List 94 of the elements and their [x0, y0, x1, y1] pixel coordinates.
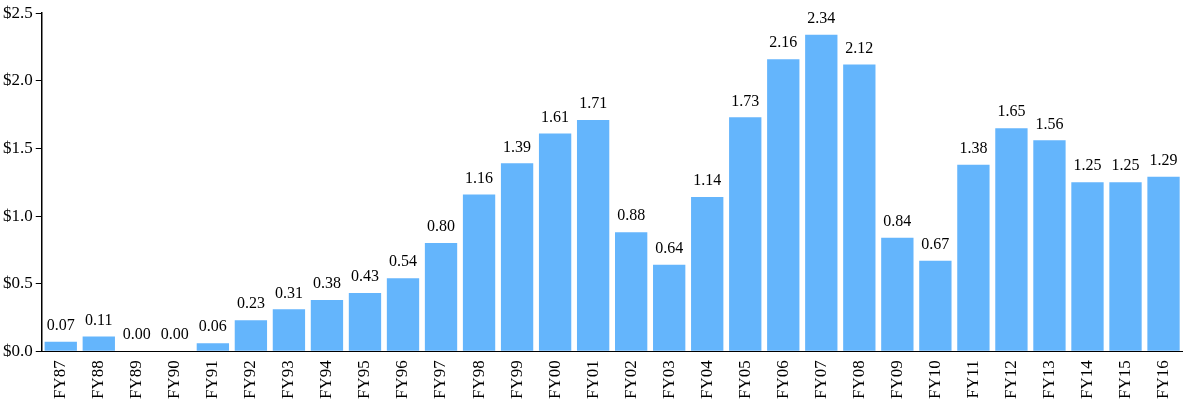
- bar: [386, 278, 420, 351]
- x-tick-label: FY06: [772, 360, 792, 399]
- x-tick-label: FY93: [278, 360, 298, 399]
- bar: [424, 243, 458, 351]
- data-label: 0.84: [883, 211, 912, 229]
- x-tick-label: FY04: [696, 359, 716, 399]
- data-label: 1.56: [1035, 114, 1064, 132]
- x-tick-label: FY16: [1153, 360, 1172, 399]
- data-label: 0.07: [46, 316, 75, 334]
- bar: [82, 336, 115, 351]
- y-tick-label: $2.5: [3, 2, 33, 22]
- bar: [767, 59, 800, 351]
- data-label: 1.39: [503, 137, 532, 155]
- bar: [348, 293, 382, 351]
- x-tick-label: FY15: [1114, 360, 1134, 399]
- data-label: 0.64: [655, 238, 684, 256]
- x-tick-label: FY12: [1000, 360, 1020, 399]
- bar: [919, 260, 952, 351]
- x-tick-label: FY11: [962, 360, 982, 399]
- data-label: 1.25: [1111, 156, 1140, 174]
- data-label: 1.14: [693, 171, 722, 189]
- y-tick-label: $1.5: [3, 137, 33, 157]
- data-label: 0.00: [122, 325, 151, 343]
- x-tick-label: FY09: [886, 360, 906, 399]
- x-tick-label: FY97: [430, 359, 450, 399]
- data-label: 0.88: [617, 206, 646, 224]
- bar: [615, 232, 648, 351]
- x-tick-label: FY03: [658, 360, 678, 399]
- x-tick-label: FY08: [848, 360, 868, 399]
- y-tick-label: $2.0: [3, 70, 33, 90]
- x-tick-label: FY13: [1038, 360, 1058, 399]
- x-tick-label: FY90: [164, 360, 184, 399]
- data-label: 0.80: [427, 217, 456, 235]
- x-tick-label: FY88: [88, 360, 108, 399]
- data-label: 0.23: [236, 294, 265, 312]
- bar: [44, 341, 77, 351]
- data-label: 0.06: [198, 317, 227, 335]
- x-tick-label: FY02: [620, 360, 640, 399]
- data-label: 1.25: [1073, 156, 1102, 174]
- data-label: 0.54: [389, 252, 417, 270]
- x-tick-label: FY92: [240, 360, 260, 399]
- bar: [881, 237, 914, 351]
- data-label: 0.00: [160, 325, 189, 343]
- data-label: 2.12: [845, 38, 874, 56]
- x-tick-label: FY01: [582, 360, 602, 399]
- x-tick-label: FY87: [50, 359, 70, 399]
- bar: [995, 128, 1028, 351]
- bar: [538, 133, 572, 351]
- x-tick-label: FY95: [354, 360, 374, 399]
- x-tick-label: FY91: [202, 360, 222, 399]
- bar: [1071, 182, 1104, 351]
- bar: [805, 34, 838, 351]
- data-label: 1.65: [997, 102, 1026, 120]
- bar: [691, 197, 724, 351]
- data-label: 0.31: [274, 283, 303, 301]
- bar: [462, 194, 496, 351]
- x-tick-label: FY98: [468, 360, 488, 399]
- x-tick-label: FY00: [544, 360, 564, 399]
- bar: [1147, 176, 1180, 351]
- x-tick-label: FY05: [734, 360, 754, 399]
- bar: [196, 343, 230, 351]
- data-label: 0.67: [921, 234, 950, 252]
- bar: [653, 264, 686, 351]
- data-label: 1.61: [541, 107, 570, 125]
- y-tick-label: $1.0: [3, 205, 33, 225]
- bar: [843, 64, 876, 351]
- x-tick-label: FY89: [126, 360, 146, 399]
- data-label: 0.38: [312, 274, 341, 292]
- x-tick-label: FY07: [810, 359, 830, 399]
- y-tick-label: $0.5: [3, 273, 33, 293]
- x-tick-label: FY14: [1076, 359, 1096, 399]
- bar: [1109, 182, 1142, 351]
- bar: [957, 164, 990, 351]
- x-tick-label: FY94: [316, 359, 336, 399]
- bar: [272, 309, 306, 351]
- x-tick-label: FY96: [392, 360, 412, 399]
- bar: [234, 320, 268, 351]
- y-tick-label: $0.0: [3, 340, 33, 360]
- bar: [729, 117, 762, 351]
- data-label: 1.73: [731, 91, 760, 109]
- data-label: 1.29: [1149, 151, 1178, 169]
- data-label: 1.38: [959, 138, 988, 156]
- bar: [576, 120, 610, 351]
- bar: [500, 163, 534, 351]
- data-label: 0.11: [85, 310, 113, 328]
- data-label: 0.43: [350, 267, 379, 285]
- x-tick-label: FY10: [924, 360, 944, 399]
- data-label: 1.16: [465, 168, 494, 186]
- bar: [1033, 140, 1066, 351]
- bar: [310, 299, 344, 351]
- data-label: 2.16: [769, 33, 798, 51]
- x-tick-label: FY99: [506, 360, 526, 399]
- data-label: 1.71: [579, 94, 608, 112]
- data-label: 2.34: [807, 9, 836, 27]
